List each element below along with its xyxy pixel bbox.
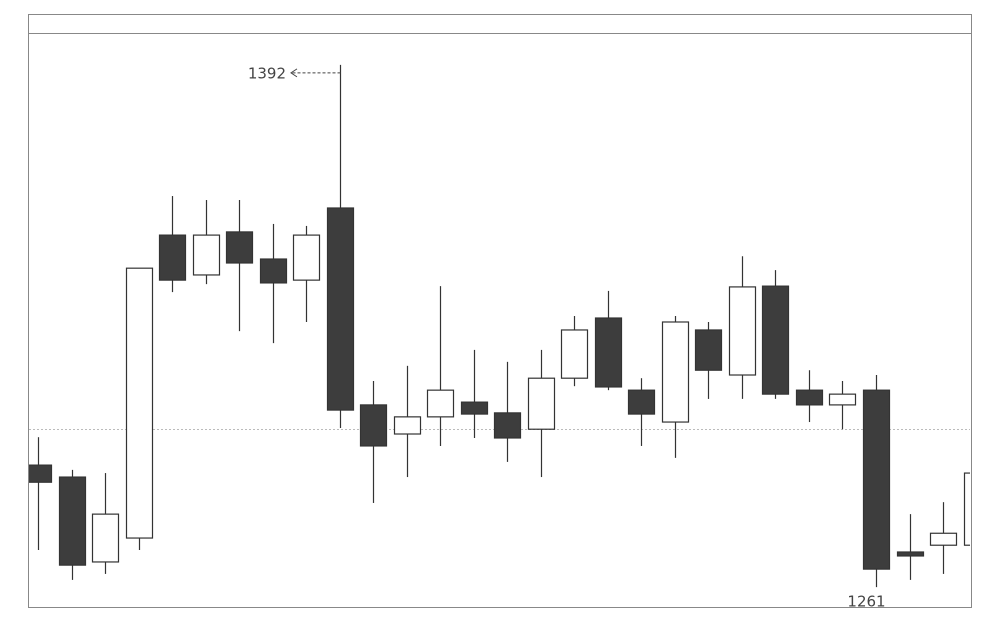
candle-body	[728, 286, 757, 376]
candle-body	[91, 513, 120, 563]
candle-body	[158, 234, 187, 281]
candle-body	[225, 231, 254, 264]
candle-body	[929, 532, 958, 546]
annotation-arrow	[290, 68, 298, 78]
plot-area	[29, 64, 970, 588]
candle-body	[29, 464, 53, 483]
candle-body	[661, 321, 690, 423]
candle-body	[460, 401, 489, 415]
candle-body	[694, 329, 723, 371]
candle-body	[393, 416, 422, 435]
candle-body	[862, 389, 891, 570]
candle-body	[896, 551, 925, 557]
candle-body	[594, 317, 623, 388]
candle-body	[192, 234, 221, 276]
candle-body	[58, 476, 87, 566]
frame	[28, 14, 972, 608]
candle-body	[326, 207, 355, 411]
annotation-label: 1392	[248, 64, 286, 82]
candle-body	[627, 389, 656, 415]
candle-body	[761, 285, 790, 395]
candle-body	[828, 393, 857, 406]
candle-body	[259, 258, 288, 284]
candle-body	[560, 329, 589, 379]
candle-body	[963, 472, 970, 546]
candle-body	[125, 267, 154, 539]
candle-body	[493, 412, 522, 439]
candle-body	[426, 389, 455, 418]
candle-body	[527, 377, 556, 430]
candle-body	[795, 389, 824, 406]
candle-body	[359, 404, 388, 447]
candle-body	[292, 234, 321, 281]
annotation-label: 1261	[847, 593, 885, 611]
